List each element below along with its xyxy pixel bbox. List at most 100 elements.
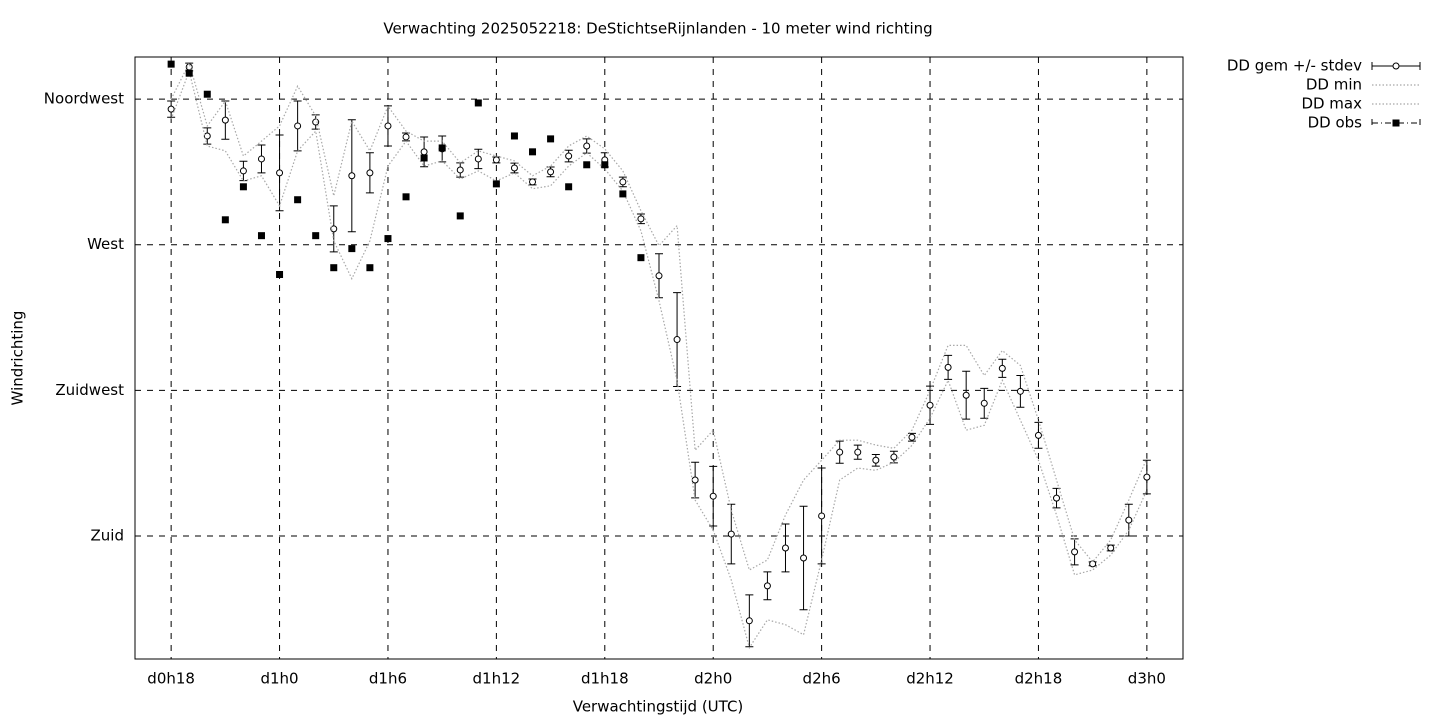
mean-point bbox=[221, 116, 229, 124]
mean-point bbox=[800, 554, 808, 562]
x-tick-label: d1h12 bbox=[473, 670, 521, 688]
mean-point bbox=[384, 122, 392, 130]
obs-point bbox=[474, 99, 482, 107]
mean-point bbox=[836, 448, 844, 456]
mean-point bbox=[709, 492, 717, 500]
mean-point bbox=[547, 168, 555, 176]
obs-point bbox=[167, 60, 175, 68]
mean-point bbox=[763, 582, 771, 590]
x-tick-label: d2h18 bbox=[1015, 670, 1063, 688]
mean-point bbox=[1034, 431, 1042, 439]
obs-point bbox=[239, 183, 247, 191]
range-line bbox=[170, 69, 1148, 650]
x-tick-label: d1h6 bbox=[369, 670, 407, 688]
x-axis-label: Verwachtingstijd (UTC) bbox=[573, 698, 744, 716]
obs-point bbox=[492, 180, 500, 188]
mean-point bbox=[1016, 387, 1024, 395]
obs-point bbox=[185, 69, 193, 77]
mean-point bbox=[529, 178, 537, 186]
mean-point bbox=[727, 530, 735, 538]
y-axis-label: Windrichting bbox=[9, 311, 27, 406]
obs-point bbox=[438, 144, 446, 152]
mean-point bbox=[637, 215, 645, 223]
mean-point bbox=[167, 105, 175, 113]
mean-point bbox=[1125, 516, 1133, 524]
mean-point bbox=[655, 272, 663, 280]
x-tick-label: d2h6 bbox=[803, 670, 841, 688]
mean-point bbox=[980, 399, 988, 407]
mean-point bbox=[998, 364, 1006, 372]
obs-point bbox=[221, 216, 229, 224]
mean-point bbox=[294, 122, 302, 130]
obs-point bbox=[637, 254, 645, 262]
obs-point bbox=[203, 90, 211, 98]
obs-point bbox=[510, 132, 518, 140]
mean-point bbox=[348, 172, 356, 180]
mean-point bbox=[257, 155, 265, 163]
mean-point bbox=[1107, 544, 1115, 552]
mean-point bbox=[890, 453, 898, 461]
mean-point bbox=[781, 544, 789, 552]
mean-point bbox=[510, 164, 518, 172]
mean-point bbox=[402, 133, 410, 141]
mean-point bbox=[1053, 494, 1061, 502]
mean-point bbox=[312, 118, 320, 126]
legend-label: DD gem +/- stdev bbox=[1227, 57, 1362, 75]
mean-point bbox=[474, 155, 482, 163]
mean-point bbox=[745, 617, 753, 625]
mean-point bbox=[818, 512, 826, 520]
mean-point bbox=[926, 401, 934, 409]
obs-point bbox=[294, 196, 302, 204]
obs-point bbox=[565, 183, 573, 191]
obs-point bbox=[384, 235, 392, 243]
obs-point bbox=[420, 154, 428, 162]
y-tick-label: Zuid bbox=[91, 527, 124, 545]
legend-label: DD min bbox=[1306, 76, 1362, 94]
x-tick-label: d0h18 bbox=[147, 670, 195, 688]
y-tick-label: Zuidwest bbox=[55, 381, 124, 399]
mean-point bbox=[1143, 473, 1151, 481]
x-tick-label: d3h0 bbox=[1128, 670, 1166, 688]
x-tick-label: d1h0 bbox=[260, 670, 298, 688]
mean-point bbox=[1089, 560, 1097, 568]
obs-point bbox=[276, 270, 284, 278]
obs-point bbox=[456, 212, 464, 220]
obs-point bbox=[402, 193, 410, 201]
y-tick-label: West bbox=[87, 235, 124, 253]
y-tick-label: Noordwest bbox=[44, 90, 124, 108]
obs-point bbox=[619, 190, 627, 198]
obs-point bbox=[366, 264, 374, 272]
plot-border bbox=[134, 56, 1184, 660]
mean-point bbox=[239, 167, 247, 175]
mean-point bbox=[962, 391, 970, 399]
obs-point bbox=[529, 148, 537, 156]
chart-title: Verwachting 2025052218: DeStichtseRijnla… bbox=[383, 20, 932, 38]
legend-swatch bbox=[1371, 119, 1421, 127]
legend-marker bbox=[1392, 119, 1400, 127]
mean-point bbox=[691, 476, 699, 484]
mean-point bbox=[276, 169, 284, 177]
mean-point bbox=[872, 456, 880, 464]
mean-point bbox=[565, 152, 573, 160]
mean-point bbox=[492, 156, 500, 164]
obs-point bbox=[547, 135, 555, 143]
x-tick-label: d1h18 bbox=[581, 670, 629, 688]
obs-point bbox=[348, 245, 356, 253]
mean-point bbox=[908, 433, 916, 441]
legend-marker bbox=[1392, 62, 1400, 70]
x-tick-label: d2h0 bbox=[694, 670, 732, 688]
mean-point bbox=[420, 148, 428, 156]
mean-point bbox=[673, 336, 681, 344]
mean-point bbox=[854, 448, 862, 456]
legend-label: DD obs bbox=[1308, 114, 1363, 132]
obs-point bbox=[257, 232, 265, 240]
obs-point bbox=[312, 232, 320, 240]
mean-point bbox=[583, 142, 591, 150]
obs-point bbox=[601, 161, 609, 169]
obs-point bbox=[583, 161, 591, 169]
legend-label: DD max bbox=[1301, 95, 1362, 113]
mean-point bbox=[619, 178, 627, 186]
x-tick-label: d2h12 bbox=[906, 670, 954, 688]
mean-point bbox=[456, 166, 464, 174]
